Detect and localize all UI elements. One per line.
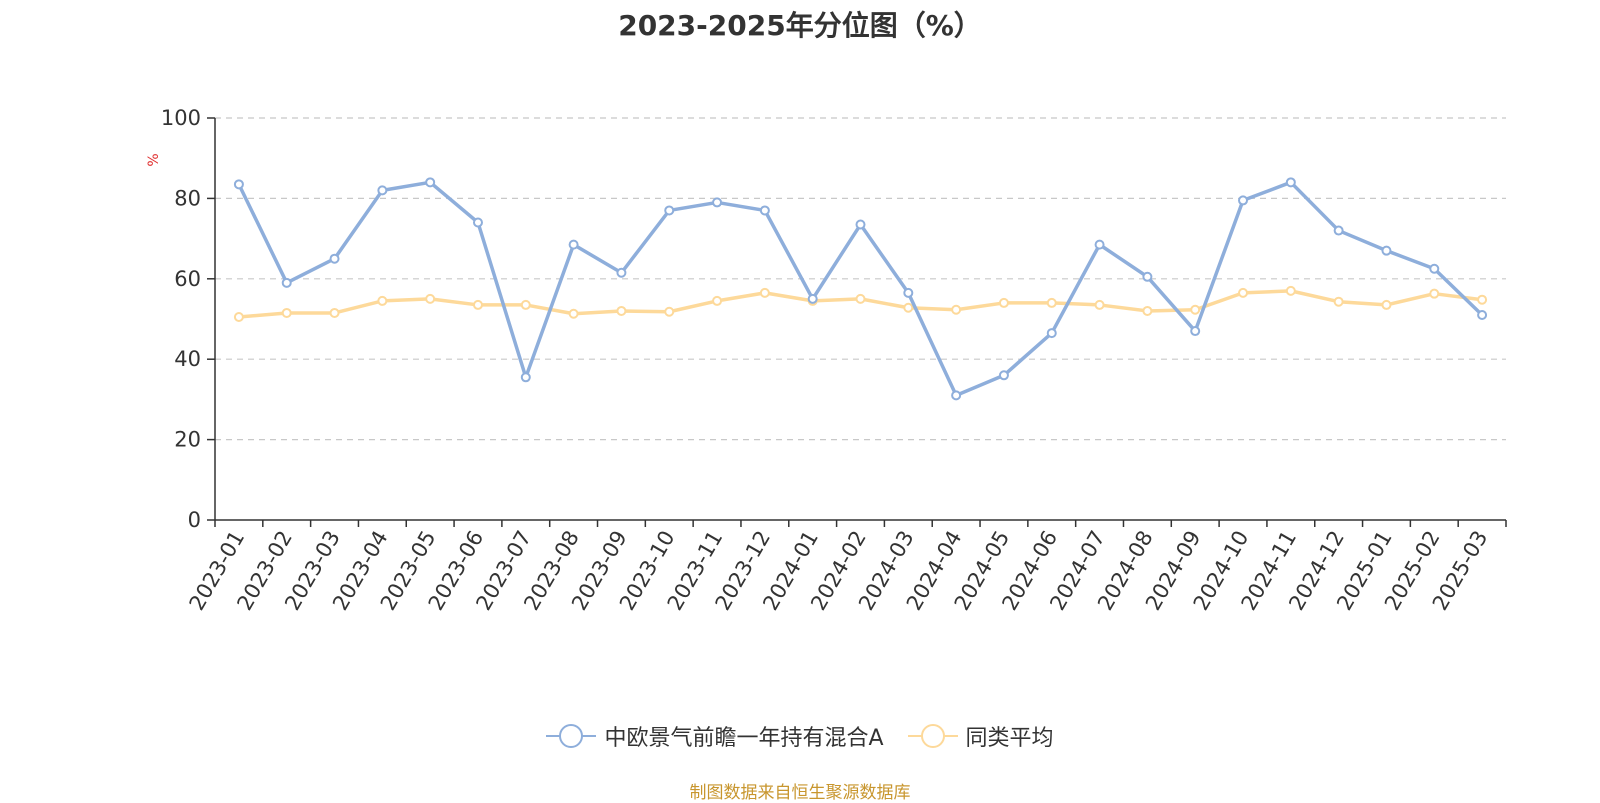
data-point: [568, 308, 579, 319]
legend-item-series-1[interactable]: 同类平均: [907, 720, 1054, 752]
data-point: [1477, 309, 1488, 320]
legend: 中欧景气前瞻一年持有混合A 同类平均: [0, 720, 1600, 752]
y-tick-label: 40: [174, 347, 201, 371]
data-point: [1477, 294, 1488, 305]
y-tick-label: 20: [174, 428, 201, 452]
data-point: [329, 253, 340, 264]
grid-lines: [215, 117, 1506, 441]
data-point: [425, 177, 436, 188]
data-point: [855, 293, 866, 304]
data-point: [520, 372, 531, 383]
data-point: [712, 197, 723, 208]
data-point: [233, 179, 244, 190]
data-point: [759, 205, 770, 216]
data-point: [1285, 177, 1296, 188]
data-point: [807, 293, 818, 304]
data-point: [1094, 299, 1105, 310]
data-point: [1333, 225, 1344, 236]
data-point: [472, 299, 483, 310]
data-point: [759, 287, 770, 298]
data-point: [998, 370, 1009, 381]
data-point: [855, 219, 866, 230]
data-point: [281, 277, 292, 288]
legend-label: 同类平均: [965, 726, 1054, 751]
data-point: [1190, 304, 1201, 315]
y-tick-label: 80: [174, 186, 201, 210]
data-point: [664, 205, 675, 216]
legend-item-series-0[interactable]: 中欧景气前瞻一年持有混合A: [546, 720, 884, 752]
data-point: [616, 305, 627, 316]
source-note: 制图数据来自恒生聚源数据库: [689, 783, 911, 803]
data-point: [1285, 285, 1296, 296]
data-point: [951, 390, 962, 401]
data-point: [425, 293, 436, 304]
data-point: [1381, 245, 1392, 256]
legend-marker-icon: [907, 724, 958, 748]
legend-marker-icon: [546, 724, 597, 748]
data-point: [951, 304, 962, 315]
data-point: [281, 307, 292, 318]
data-point: [1381, 299, 1392, 310]
series-layer: [233, 177, 1488, 401]
data-point: [329, 307, 340, 318]
chart-title: 2023-2025年分位图（%）: [618, 9, 982, 42]
data-point: [1333, 296, 1344, 307]
data-point: [712, 295, 723, 306]
data-point: [377, 185, 388, 196]
data-point: [1094, 239, 1105, 250]
y-tick-label: 100: [161, 106, 201, 130]
data-point: [1046, 328, 1057, 339]
data-point: [1238, 287, 1249, 298]
data-point: [1142, 271, 1153, 282]
data-point: [664, 306, 675, 317]
axes: 0204060801002023-012023-022023-032023-04…: [161, 106, 1507, 614]
legend-label: 中欧景气前瞻一年持有混合A: [604, 726, 884, 751]
data-point: [233, 311, 244, 322]
line-chart: 0204060801002023-012023-022023-032023-04…: [146, 106, 1507, 614]
data-point: [568, 239, 579, 250]
y-axis-label: %: [146, 153, 162, 166]
y-tick-label: 0: [188, 508, 201, 532]
data-point: [520, 299, 531, 310]
data-point: [377, 295, 388, 306]
data-point: [472, 217, 483, 228]
series-0: [233, 177, 1488, 401]
data-point: [1190, 326, 1201, 337]
data-point: [616, 267, 627, 278]
data-point: [1238, 195, 1249, 206]
data-point: [998, 297, 1009, 308]
data-point: [903, 302, 914, 313]
data-point: [1429, 288, 1440, 299]
data-point: [1142, 305, 1153, 316]
series-line: [237, 180, 1484, 398]
series-1: [233, 285, 1488, 322]
data-point: [903, 287, 914, 298]
data-point: [1429, 263, 1440, 274]
y-tick-label: 60: [174, 267, 201, 291]
data-point: [1046, 297, 1057, 308]
